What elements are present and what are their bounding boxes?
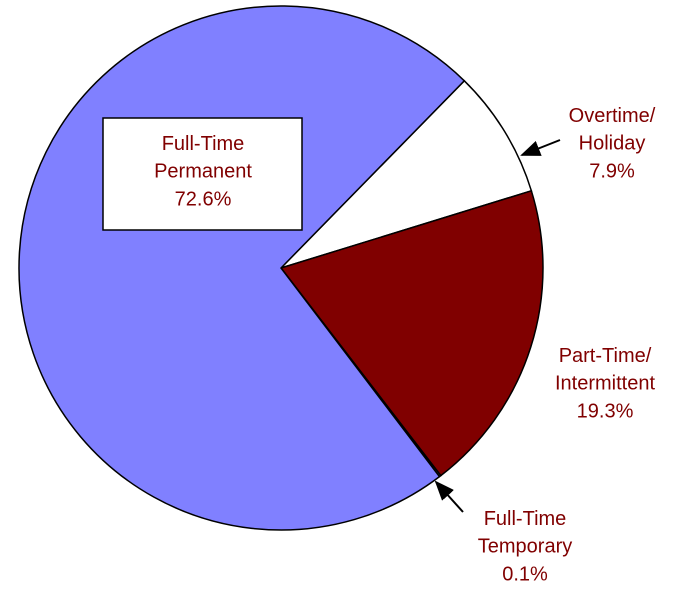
pie-slice (279, 189, 544, 477)
value-label: 19.3% (577, 400, 634, 422)
slice-label: Overtime/Holiday (569, 105, 656, 155)
pointer-arrow (434, 480, 464, 513)
slice-label: Full-Time Temporary (478, 508, 572, 558)
value-label: 0.1% (502, 563, 548, 585)
labels: Overtime/Holiday 7.9% Part-Time/Intermitte… (154, 105, 656, 585)
label-box (102, 117, 303, 231)
value-label: 7.9% (589, 160, 635, 182)
slice-label: Full-Time Permanent (154, 133, 252, 183)
pie-slice (280, 79, 533, 269)
pointer-arrow (520, 139, 561, 156)
slice-label: Part-Time/Intermittent (555, 345, 655, 395)
value-label: 72.6% (175, 188, 232, 210)
pie (18, 5, 544, 531)
